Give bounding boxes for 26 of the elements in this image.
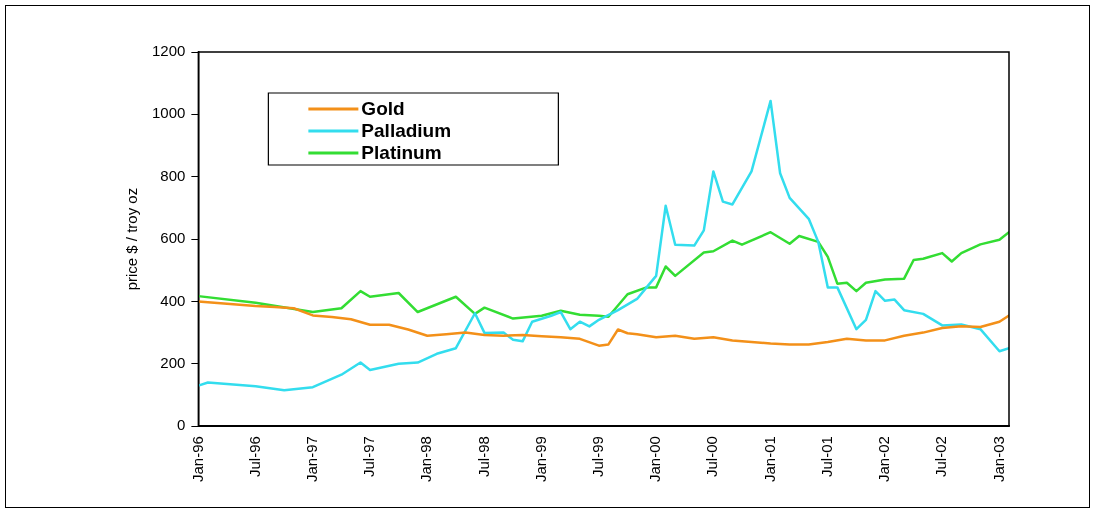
y-tick-label: 0 <box>177 416 186 434</box>
x-tick-label: Jan-03 <box>989 436 1007 483</box>
y-tick-label: 400 <box>160 291 186 309</box>
x-tick-label: Jan-00 <box>646 436 664 483</box>
x-tick-label: Jul-99 <box>589 436 607 477</box>
x-tick-label: Jan-98 <box>417 436 435 483</box>
x-tick-label: Jan-96 <box>188 436 206 483</box>
x-tick-label: Jan-97 <box>302 436 320 483</box>
y-axis-title: price $ / troy oz <box>123 187 141 291</box>
x-tick-label: Jan-01 <box>760 436 778 483</box>
y-tick-label: 1000 <box>151 104 186 122</box>
y-tick-label: 600 <box>160 229 186 247</box>
y-tick-label: 1200 <box>151 42 186 60</box>
legend-label: Gold <box>361 98 405 120</box>
legend-label: Platinum <box>361 142 442 164</box>
x-tick-label: Jul-96 <box>245 436 263 477</box>
x-tick-label: Jul-00 <box>703 436 721 477</box>
x-tick-label: Jul-02 <box>932 436 950 477</box>
y-tick-label: 800 <box>160 166 186 184</box>
x-tick-label: Jul-97 <box>360 436 378 477</box>
x-tick-label: Jan-02 <box>875 436 893 483</box>
x-tick-label: Jan-99 <box>531 436 549 483</box>
legend-label: Palladium <box>361 120 452 142</box>
x-tick-label: Jul-01 <box>817 436 835 477</box>
x-tick-label: Jul-98 <box>474 436 492 477</box>
y-tick-label: 200 <box>160 353 186 371</box>
